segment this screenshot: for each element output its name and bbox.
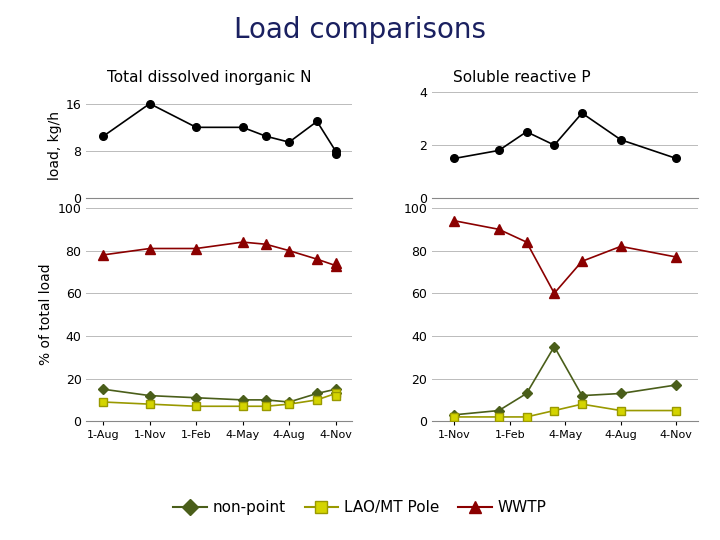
Text: Load comparisons: Load comparisons <box>234 16 486 44</box>
Legend: non-point, LAO/MT Pole, WWTP: non-point, LAO/MT Pole, WWTP <box>167 494 553 522</box>
Y-axis label: load, kg/h: load, kg/h <box>48 111 62 180</box>
Text: Total dissolved inorganic N: Total dissolved inorganic N <box>107 70 311 85</box>
Y-axis label: % of total load: % of total load <box>40 264 53 366</box>
Text: Soluble reactive P: Soluble reactive P <box>453 70 591 85</box>
